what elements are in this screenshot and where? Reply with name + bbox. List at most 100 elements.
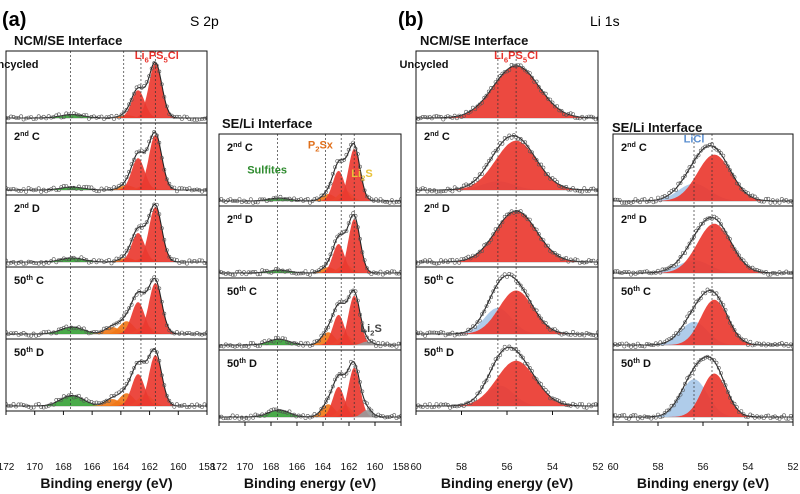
data-point bbox=[626, 270, 631, 274]
data-point bbox=[369, 338, 374, 343]
data-point bbox=[129, 237, 134, 242]
data-point bbox=[192, 404, 197, 409]
data-point bbox=[660, 342, 665, 346]
data-point bbox=[189, 402, 194, 407]
data-point bbox=[342, 157, 347, 162]
data-point bbox=[678, 327, 683, 332]
data-point bbox=[509, 272, 514, 277]
data-point bbox=[174, 258, 179, 262]
data-point bbox=[761, 341, 766, 346]
data-point bbox=[109, 187, 114, 192]
component-peak bbox=[219, 148, 401, 201]
data-point bbox=[296, 413, 301, 418]
data-point bbox=[380, 199, 385, 204]
data-point bbox=[696, 153, 701, 158]
data-point bbox=[454, 404, 459, 409]
data-point bbox=[527, 71, 532, 76]
data-point bbox=[244, 272, 249, 277]
data-point bbox=[172, 257, 177, 262]
data-point bbox=[457, 260, 462, 265]
row-label: 50th C bbox=[227, 285, 257, 298]
data-point bbox=[511, 274, 516, 279]
data-point bbox=[546, 390, 550, 395]
data-point bbox=[39, 405, 44, 410]
data-point bbox=[69, 392, 74, 397]
data-point bbox=[732, 175, 737, 180]
data-point bbox=[292, 271, 297, 275]
data-point bbox=[289, 413, 294, 418]
data-point bbox=[351, 360, 356, 365]
data-point bbox=[242, 198, 246, 203]
data-point bbox=[273, 267, 278, 271]
data-point bbox=[226, 271, 231, 276]
data-point bbox=[420, 332, 425, 337]
data-point bbox=[509, 135, 514, 140]
data-point bbox=[29, 260, 34, 264]
data-point bbox=[200, 258, 204, 263]
component-peak bbox=[219, 219, 401, 273]
data-point bbox=[521, 140, 525, 145]
data-point bbox=[169, 185, 174, 190]
data-point bbox=[174, 330, 179, 334]
li1s-title: Li 1s bbox=[590, 13, 620, 29]
spectrum-row: 2nd C Sulfites P2Sx Li2S bbox=[218, 133, 402, 207]
data-point bbox=[179, 117, 184, 121]
data-point bbox=[339, 372, 344, 377]
spectrum-row: Uncycled Li6PS5Cl bbox=[400, 50, 599, 124]
data-point bbox=[283, 196, 287, 201]
component-peak bbox=[416, 360, 598, 406]
data-point bbox=[676, 259, 681, 264]
data-point bbox=[730, 324, 735, 329]
data-point bbox=[310, 414, 315, 419]
data-point bbox=[566, 112, 571, 116]
data-point bbox=[564, 113, 569, 117]
data-point bbox=[546, 325, 550, 330]
x-axis-label: Binding energy (eV) bbox=[244, 475, 376, 491]
data-point bbox=[276, 197, 281, 202]
data-point bbox=[84, 258, 89, 262]
data-point bbox=[716, 148, 721, 153]
data-point bbox=[24, 403, 29, 408]
data-point bbox=[192, 187, 197, 192]
data-point bbox=[746, 343, 750, 347]
data-point bbox=[122, 109, 127, 114]
data-point bbox=[24, 332, 29, 337]
data-point bbox=[638, 343, 642, 348]
data-point bbox=[710, 216, 714, 221]
data-point bbox=[280, 197, 285, 202]
data-point bbox=[219, 415, 221, 419]
data-point bbox=[242, 416, 246, 421]
data-point bbox=[676, 395, 681, 400]
data-point bbox=[271, 196, 276, 201]
data-point bbox=[477, 249, 482, 254]
data-point bbox=[152, 61, 157, 65]
data-point bbox=[596, 402, 598, 407]
x-tick-label: 164 bbox=[113, 462, 130, 473]
data-point bbox=[159, 155, 164, 160]
data-point bbox=[721, 153, 726, 158]
data-point bbox=[342, 374, 347, 379]
data-point bbox=[427, 402, 432, 407]
data-point bbox=[66, 112, 71, 117]
data-point bbox=[159, 373, 164, 378]
data-point bbox=[19, 259, 24, 264]
data-point bbox=[346, 221, 351, 226]
data-point bbox=[152, 129, 157, 134]
data-point bbox=[622, 200, 627, 205]
data-point bbox=[552, 251, 557, 255]
data-point bbox=[669, 336, 674, 341]
data-point bbox=[432, 404, 437, 409]
data-point bbox=[703, 217, 708, 222]
data-point bbox=[280, 336, 285, 341]
data-point bbox=[434, 189, 439, 194]
data-point bbox=[454, 258, 459, 263]
data-point bbox=[371, 270, 376, 275]
data-point bbox=[157, 140, 162, 145]
data-point bbox=[593, 188, 598, 193]
data-point bbox=[82, 113, 86, 118]
data-point bbox=[489, 237, 494, 242]
data-point bbox=[36, 186, 41, 191]
data-point bbox=[714, 291, 719, 296]
data-point bbox=[344, 371, 349, 376]
data-point bbox=[707, 215, 712, 220]
